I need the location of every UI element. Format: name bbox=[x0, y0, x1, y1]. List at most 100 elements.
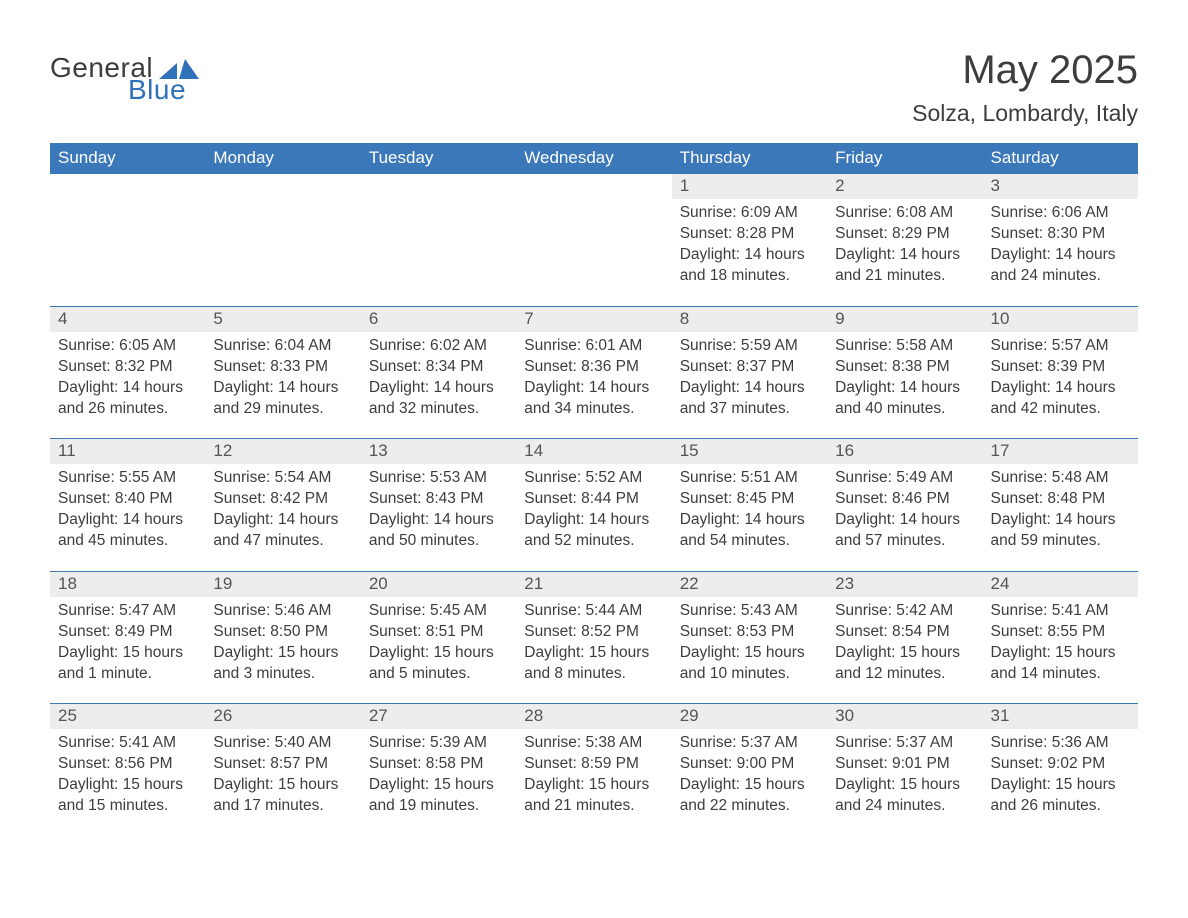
sunrise-line-value: 5:44 AM bbox=[585, 602, 642, 619]
weekday-header: Thursday bbox=[672, 143, 827, 174]
day-number: 6 bbox=[361, 307, 516, 332]
sunrise-line-label: Sunrise: bbox=[524, 469, 585, 486]
sunset-line: Sunset: 8:33 PM bbox=[213, 357, 352, 378]
day-details: Sunrise: 6:09 AMSunset: 8:28 PMDaylight:… bbox=[672, 199, 827, 299]
daylight-line: Daylight: 15 hours and 10 minutes. bbox=[680, 643, 819, 685]
calendar-cell: 9Sunrise: 5:58 AMSunset: 8:38 PMDaylight… bbox=[827, 307, 982, 439]
daylight-line-label: Daylight: bbox=[524, 644, 589, 661]
daylight-line-label: Daylight: bbox=[524, 776, 589, 793]
sunset-line: Sunset: 8:59 PM bbox=[524, 754, 663, 775]
sunset-line: Sunset: 9:02 PM bbox=[991, 754, 1130, 775]
sunrise-line: Sunrise: 5:59 AM bbox=[680, 336, 819, 357]
daylight-line: Daylight: 15 hours and 14 minutes. bbox=[991, 643, 1130, 685]
sunset-line: Sunset: 8:45 PM bbox=[680, 489, 819, 510]
day-number: 11 bbox=[50, 439, 205, 464]
sunrise-line-label: Sunrise: bbox=[991, 734, 1052, 751]
sunset-line-label: Sunset: bbox=[58, 358, 115, 375]
sunrise-line-value: 5:57 AM bbox=[1052, 337, 1109, 354]
calendar-cell: 21Sunrise: 5:44 AMSunset: 8:52 PMDayligh… bbox=[516, 572, 671, 704]
sunrise-line: Sunrise: 5:55 AM bbox=[58, 468, 197, 489]
sunrise-line: Sunrise: 5:42 AM bbox=[835, 601, 974, 622]
daylight-line-label: Daylight: bbox=[369, 644, 434, 661]
sunrise-line-label: Sunrise: bbox=[680, 204, 741, 221]
sunset-line-value: 8:29 PM bbox=[892, 225, 950, 242]
sunset-line: Sunset: 8:54 PM bbox=[835, 622, 974, 643]
calendar-cell: 30Sunrise: 5:37 AMSunset: 9:01 PMDayligh… bbox=[827, 704, 982, 836]
sunset-line-label: Sunset: bbox=[991, 225, 1048, 242]
sunrise-line: Sunrise: 5:51 AM bbox=[680, 468, 819, 489]
calendar-week: 25Sunrise: 5:41 AMSunset: 8:56 PMDayligh… bbox=[50, 704, 1138, 836]
sunrise-line-label: Sunrise: bbox=[680, 734, 741, 751]
day-number: 13 bbox=[361, 439, 516, 464]
sunset-line: Sunset: 9:01 PM bbox=[835, 754, 974, 775]
day-details: Sunrise: 5:46 AMSunset: 8:50 PMDaylight:… bbox=[205, 597, 360, 697]
sunrise-line-value: 5:59 AM bbox=[741, 337, 798, 354]
day-details: Sunrise: 5:57 AMSunset: 8:39 PMDaylight:… bbox=[983, 332, 1138, 432]
sunset-line: Sunset: 8:57 PM bbox=[213, 754, 352, 775]
sunset-line-label: Sunset: bbox=[213, 358, 270, 375]
day-number: 31 bbox=[983, 704, 1138, 729]
sunset-line: Sunset: 8:39 PM bbox=[991, 357, 1130, 378]
daylight-line: Daylight: 14 hours and 40 minutes. bbox=[835, 378, 974, 420]
daylight-line: Daylight: 15 hours and 12 minutes. bbox=[835, 643, 974, 685]
sunrise-line-value: 5:54 AM bbox=[275, 469, 332, 486]
daylight-line-label: Daylight: bbox=[835, 379, 900, 396]
day-details: Sunrise: 6:04 AMSunset: 8:33 PMDaylight:… bbox=[205, 332, 360, 432]
day-details: Sunrise: 5:37 AMSunset: 9:00 PMDaylight:… bbox=[672, 729, 827, 829]
sunrise-line: Sunrise: 5:39 AM bbox=[369, 733, 508, 754]
weekday-header: Tuesday bbox=[361, 143, 516, 174]
calendar-cell: 19Sunrise: 5:46 AMSunset: 8:50 PMDayligh… bbox=[205, 572, 360, 704]
sunset-line-value: 8:40 PM bbox=[115, 490, 173, 507]
sunrise-line-label: Sunrise: bbox=[835, 337, 896, 354]
sunset-line: Sunset: 8:48 PM bbox=[991, 489, 1130, 510]
daylight-line-label: Daylight: bbox=[991, 644, 1056, 661]
sunset-line-value: 8:55 PM bbox=[1047, 623, 1105, 640]
sunset-line: Sunset: 8:52 PM bbox=[524, 622, 663, 643]
sunrise-line: Sunrise: 5:40 AM bbox=[213, 733, 352, 754]
calendar-cell: 14Sunrise: 5:52 AMSunset: 8:44 PMDayligh… bbox=[516, 439, 671, 571]
day-number: 30 bbox=[827, 704, 982, 729]
daylight-line-label: Daylight: bbox=[524, 511, 589, 528]
sunset-line: Sunset: 8:49 PM bbox=[58, 622, 197, 643]
sunset-line-label: Sunset: bbox=[991, 358, 1048, 375]
sunrise-line-label: Sunrise: bbox=[58, 337, 119, 354]
daylight-line-label: Daylight: bbox=[991, 776, 1056, 793]
daylight-line: Daylight: 14 hours and 57 minutes. bbox=[835, 510, 974, 552]
sunrise-line-label: Sunrise: bbox=[680, 602, 741, 619]
sunrise-line: Sunrise: 5:49 AM bbox=[835, 468, 974, 489]
calendar-cell: 10Sunrise: 5:57 AMSunset: 8:39 PMDayligh… bbox=[983, 307, 1138, 439]
daylight-line-label: Daylight: bbox=[369, 379, 434, 396]
day-number: 21 bbox=[516, 572, 671, 597]
sunset-line-label: Sunset: bbox=[524, 755, 581, 772]
daylight-line-label: Daylight: bbox=[680, 644, 745, 661]
sunset-line-value: 8:33 PM bbox=[270, 358, 328, 375]
weekday-header: Sunday bbox=[50, 143, 205, 174]
calendar-cell: 7Sunrise: 6:01 AMSunset: 8:36 PMDaylight… bbox=[516, 307, 671, 439]
sunrise-line-label: Sunrise: bbox=[369, 469, 430, 486]
sunset-line-value: 8:46 PM bbox=[892, 490, 950, 507]
calendar-cell bbox=[361, 174, 516, 306]
day-number: 12 bbox=[205, 439, 360, 464]
calendar-cell: 26Sunrise: 5:40 AMSunset: 8:57 PMDayligh… bbox=[205, 704, 360, 836]
sunrise-line-label: Sunrise: bbox=[213, 734, 274, 751]
calendar-cell: 3Sunrise: 6:06 AMSunset: 8:30 PMDaylight… bbox=[983, 174, 1138, 306]
sunset-line-label: Sunset: bbox=[680, 490, 737, 507]
calendar-cell: 11Sunrise: 5:55 AMSunset: 8:40 PMDayligh… bbox=[50, 439, 205, 571]
sunrise-line-value: 5:45 AM bbox=[430, 602, 487, 619]
sunset-line-value: 8:45 PM bbox=[737, 490, 795, 507]
day-number: 2 bbox=[827, 174, 982, 199]
calendar-cell: 28Sunrise: 5:38 AMSunset: 8:59 PMDayligh… bbox=[516, 704, 671, 836]
sunrise-line-value: 5:37 AM bbox=[896, 734, 953, 751]
daylight-line-label: Daylight: bbox=[58, 776, 123, 793]
day-number: 27 bbox=[361, 704, 516, 729]
day-number: 8 bbox=[672, 307, 827, 332]
calendar-cell: 4Sunrise: 6:05 AMSunset: 8:32 PMDaylight… bbox=[50, 307, 205, 439]
sunrise-line-label: Sunrise: bbox=[835, 734, 896, 751]
daylight-line-label: Daylight: bbox=[369, 776, 434, 793]
sunset-line-label: Sunset: bbox=[524, 358, 581, 375]
sunset-line-value: 8:50 PM bbox=[270, 623, 328, 640]
day-number: 22 bbox=[672, 572, 827, 597]
sunrise-line-label: Sunrise: bbox=[524, 734, 585, 751]
daylight-line: Daylight: 15 hours and 22 minutes. bbox=[680, 775, 819, 817]
sunrise-line-label: Sunrise: bbox=[991, 337, 1052, 354]
